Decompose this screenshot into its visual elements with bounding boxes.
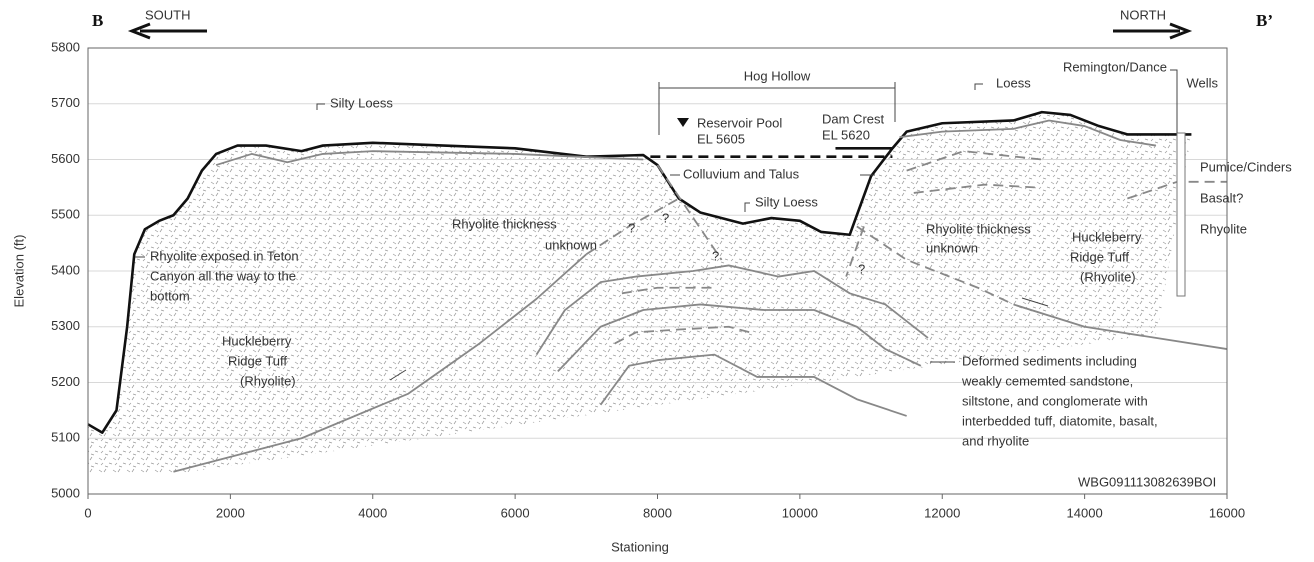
annotation: Basalt? <box>1200 190 1243 205</box>
x-tick-label: 14000 <box>1067 505 1103 520</box>
direction-label: SOUTH <box>145 7 191 22</box>
annotation: ? <box>858 261 865 276</box>
annotation: bottom <box>150 288 190 303</box>
annotation: Rhyolite thickness <box>926 221 1031 236</box>
annotation: Dam Crest <box>822 111 885 126</box>
annotation: Silty Loess <box>330 95 393 110</box>
y-tick-label: 5400 <box>51 262 80 277</box>
annotation: Huckleberry <box>1072 229 1142 244</box>
annotation: ? <box>662 210 669 225</box>
annotation: Ridge Tuff <box>1070 249 1129 264</box>
annotation: Ridge Tuff <box>228 353 287 368</box>
y-tick-label: 5600 <box>51 151 80 166</box>
annotation: Remington/Dance <box>1063 59 1167 74</box>
y-tick-label: 5500 <box>51 207 80 222</box>
annotation: ? <box>712 248 719 263</box>
y-tick-label: 5800 <box>51 39 80 54</box>
y-tick-label: 5300 <box>51 318 80 333</box>
y-tick-label: 5000 <box>51 485 80 500</box>
y-tick-label: 5700 <box>51 95 80 110</box>
x-tick-label: 0 <box>84 505 91 520</box>
annotation: and rhyolite <box>962 433 1029 448</box>
annotation: Rhyolite exposed in Teton <box>150 248 299 263</box>
annotation: siltstone, and conglomerate with <box>962 393 1148 408</box>
annotation: Pumice/Cinders <box>1200 159 1292 174</box>
annotation: Rhyolite <box>1200 221 1247 236</box>
annotation: weakly cememted sandstone, <box>961 373 1133 388</box>
direction-label: NORTH <box>1120 7 1166 22</box>
annotation: ? <box>628 220 635 235</box>
x-tick-label: 12000 <box>924 505 960 520</box>
water-symbol <box>677 118 689 127</box>
annotation: Deformed sediments including <box>962 353 1137 368</box>
annotation: Silty Loess <box>755 194 818 209</box>
annotation: Huckleberry <box>222 333 292 348</box>
annotation: Wells <box>1186 75 1218 90</box>
annotation: Canyon all the way to the <box>150 268 296 283</box>
section-start: B <box>92 11 103 30</box>
y-tick-label: 5100 <box>51 430 80 445</box>
arrow <box>132 24 207 38</box>
x-tick-label: 6000 <box>501 505 530 520</box>
annotation: WBG091113082639BOI <box>1078 474 1216 489</box>
y-axis-label: Elevation (ft) <box>11 235 26 308</box>
annotation: Reservoir Pool <box>697 115 782 130</box>
y-tick-label: 5200 <box>51 374 80 389</box>
x-tick-label: 8000 <box>643 505 672 520</box>
annotation: (Rhyolite) <box>1080 269 1136 284</box>
x-tick-label: 2000 <box>216 505 245 520</box>
arrow <box>1113 24 1188 38</box>
chart: 5000 5100 5200 5300 5400 5500 5600 5700 5800 0 200… <box>0 0 1314 562</box>
well <box>1177 133 1185 296</box>
annotation: unknown <box>926 240 978 255</box>
x-tick-label: 4000 <box>358 505 387 520</box>
annotation: Hog Hollow <box>744 68 811 83</box>
annotation: (Rhyolite) <box>240 373 296 388</box>
section-end: B’ <box>1256 11 1273 30</box>
annotation: EL 5605 <box>697 131 745 146</box>
x-tick-label: 16000 <box>1209 505 1245 520</box>
annotation: Loess <box>996 75 1031 90</box>
x-axis-label: Stationing <box>611 539 669 554</box>
x-tick-label: 10000 <box>782 505 818 520</box>
page: 5000 5100 5200 5300 5400 5500 5600 5700 5800 0 200… <box>0 0 1314 562</box>
annotation: interbedded tuff, diatomite, basalt, <box>962 413 1158 428</box>
annotation: EL 5620 <box>822 127 870 142</box>
annotation: Colluvium and Talus <box>683 166 800 181</box>
annotation: unknown <box>545 237 597 252</box>
annotation: Rhyolite thickness <box>452 216 557 231</box>
